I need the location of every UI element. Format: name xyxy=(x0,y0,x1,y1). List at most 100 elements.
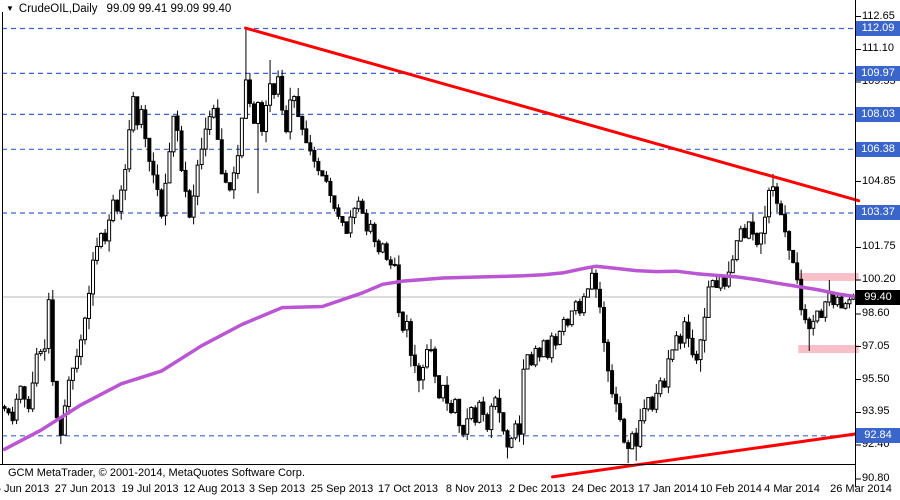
candle xyxy=(99,232,104,249)
candle xyxy=(585,288,590,298)
candle xyxy=(103,229,108,245)
candle xyxy=(251,101,256,124)
collapse-triangle-icon[interactable]: ▼ xyxy=(6,4,14,13)
candle xyxy=(167,142,172,184)
candle xyxy=(292,95,297,108)
candle xyxy=(255,101,260,194)
candle xyxy=(66,376,71,415)
candle xyxy=(340,216,345,227)
candle xyxy=(175,110,180,142)
candle xyxy=(561,316,566,336)
candle xyxy=(509,436,514,449)
candle xyxy=(654,384,659,413)
candle xyxy=(384,241,389,261)
candle xyxy=(312,146,317,168)
candle xyxy=(58,416,63,445)
candle xyxy=(674,331,679,351)
price-axis[interactable]: 112.65 111.10 109.55 104.85 101.75 100.20 98.6… xyxy=(856,0,900,500)
candle xyxy=(682,317,687,348)
candle xyxy=(183,161,188,198)
candle xyxy=(557,330,562,346)
candle xyxy=(22,385,27,408)
candle xyxy=(541,339,546,358)
candle xyxy=(521,359,526,445)
candle xyxy=(119,185,124,220)
candle xyxy=(368,219,373,234)
candle xyxy=(107,214,112,252)
candle xyxy=(618,396,623,422)
candle xyxy=(135,96,140,130)
candle xyxy=(54,380,59,420)
candle xyxy=(746,221,751,240)
candle xyxy=(602,301,607,352)
candle xyxy=(14,393,19,425)
candle xyxy=(650,395,655,412)
candle xyxy=(477,400,482,424)
candle xyxy=(497,389,502,423)
candle xyxy=(815,310,820,324)
candle xyxy=(614,386,619,413)
candle xyxy=(445,376,450,411)
candle xyxy=(754,232,759,248)
candle xyxy=(155,164,160,197)
candle xyxy=(537,347,542,362)
candle xyxy=(231,166,236,199)
candle xyxy=(239,117,244,159)
candle xyxy=(501,412,506,435)
candle xyxy=(199,137,204,170)
candle xyxy=(404,314,409,338)
candle xyxy=(831,293,836,309)
candle xyxy=(569,310,574,327)
candle xyxy=(505,429,510,459)
candle xyxy=(481,396,486,422)
candle xyxy=(646,397,651,412)
candle xyxy=(316,157,321,176)
candle xyxy=(718,275,723,292)
candle xyxy=(441,384,446,402)
candle xyxy=(678,333,683,350)
candle xyxy=(348,210,353,238)
candle xyxy=(223,170,228,184)
candle xyxy=(284,105,289,134)
candle xyxy=(356,196,361,213)
candle xyxy=(577,298,582,317)
candle xyxy=(211,104,216,119)
candle xyxy=(622,417,627,444)
candle xyxy=(243,28,248,119)
moving-average-line[interactable] xyxy=(2,264,858,452)
candle xyxy=(819,308,824,319)
candle xyxy=(268,60,273,113)
price-tick-label: 112.65 xyxy=(862,9,895,22)
pink-zone[interactable] xyxy=(798,345,859,354)
candle xyxy=(78,334,83,366)
candle xyxy=(610,364,615,398)
candle xyxy=(517,415,522,442)
candle xyxy=(525,354,530,370)
descending-trendline[interactable] xyxy=(244,26,861,203)
candle xyxy=(658,377,663,398)
candle xyxy=(433,346,438,384)
pink-zone[interactable] xyxy=(798,273,859,281)
candle xyxy=(513,420,518,441)
candle xyxy=(260,100,265,136)
candle xyxy=(581,293,586,316)
candle xyxy=(50,289,55,386)
candle xyxy=(690,329,695,358)
candle xyxy=(787,230,792,260)
candle xyxy=(380,242,385,254)
candle xyxy=(219,128,224,175)
candle xyxy=(247,73,252,108)
candle xyxy=(835,294,840,307)
candle xyxy=(388,256,393,270)
candle xyxy=(46,292,51,354)
candle xyxy=(766,187,771,224)
candle xyxy=(758,232,763,254)
candle xyxy=(38,348,43,357)
price-tick-label: 101.75 xyxy=(862,240,896,253)
candle xyxy=(469,406,474,421)
ascending-trendline[interactable] xyxy=(551,431,861,479)
candle xyxy=(694,350,699,364)
candle xyxy=(670,349,675,362)
